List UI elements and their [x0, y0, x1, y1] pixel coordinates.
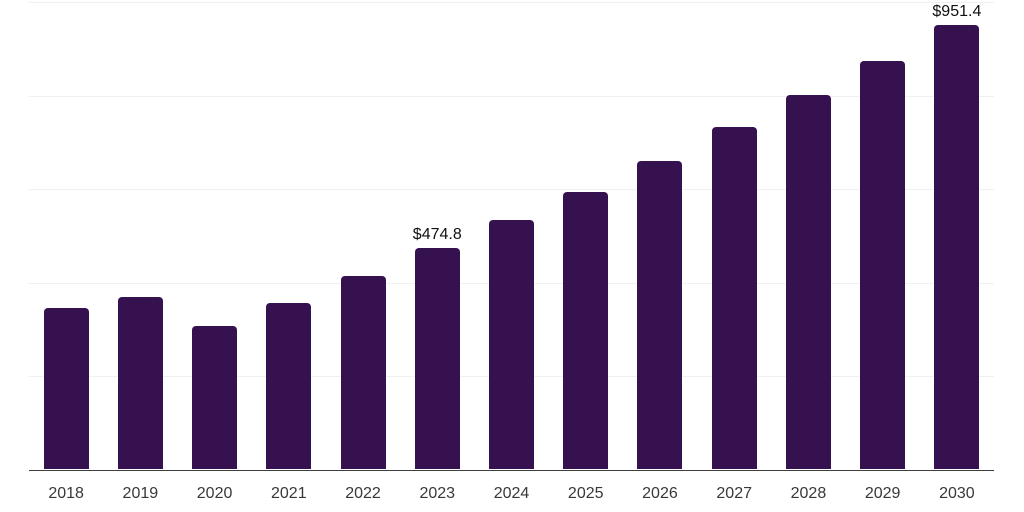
x-tick-2028: 2028 — [790, 485, 827, 502]
x-tick-2020: 2020 — [196, 485, 233, 502]
bar-2022 — [340, 275, 386, 470]
bar-2027 — [711, 127, 757, 470]
gridline-800 — [29, 95, 994, 97]
x-tick-2030: 2030 — [939, 485, 975, 502]
x-tick-2019: 2019 — [122, 485, 159, 502]
bar-2018 — [43, 307, 89, 470]
gridline-600 — [29, 189, 994, 190]
x-tick-2024: 2024 — [493, 485, 530, 502]
bar-2021 — [266, 302, 312, 470]
x-tick-2027: 2027 — [716, 485, 752, 502]
bar-2028 — [785, 94, 831, 470]
value-label-2023: $474.8 — [412, 225, 462, 243]
x-tick-2026: 2026 — [642, 485, 678, 502]
bar-2019 — [117, 297, 163, 470]
bar-2025 — [563, 191, 609, 470]
bar-2026 — [637, 160, 683, 470]
bar-2023 — [414, 247, 460, 470]
x-tick-2029: 2029 — [864, 485, 901, 502]
bar-2029 — [860, 61, 906, 470]
bar-2020 — [192, 325, 238, 470]
bar-2030 — [934, 24, 980, 470]
x-tick-2021: 2021 — [271, 485, 307, 502]
x-axis-line — [29, 469, 994, 471]
x-tick-2025: 2025 — [567, 485, 604, 502]
bar-2024 — [489, 219, 534, 470]
value-label-2030: $951.4 — [932, 2, 982, 20]
x-tick-2022: 2022 — [345, 485, 381, 502]
gridline-1000 — [29, 2, 994, 3]
x-tick-2023: 2023 — [419, 485, 456, 502]
x-tick-2018: 2018 — [48, 485, 84, 502]
